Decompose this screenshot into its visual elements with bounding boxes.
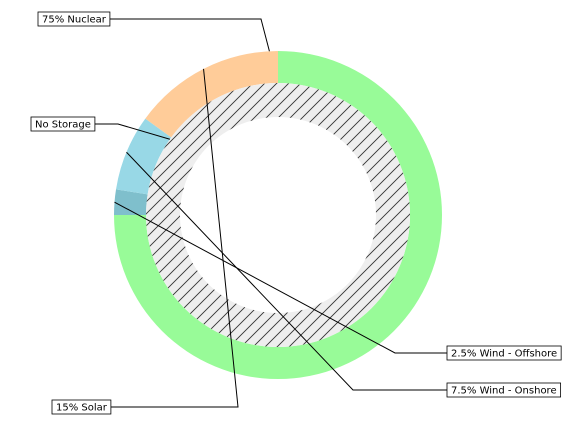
outer-slice-7-5-wind-onshore: [116, 118, 172, 195]
leader-line-75-nuclear: [109, 18, 270, 52]
slice-labels: 75% Nuclear 2.5% Wind - Offshore 7.5% Wind…: [30, 11, 562, 415]
label-2-5-wind-offshore: 2.5% Wind - Offshore: [114, 201, 562, 361]
label-7-5-wind-onshore: 7.5% Wind - Onshore: [126, 151, 562, 398]
outer-slice-15-solar: [145, 50, 278, 138]
leader-line-2-5-wind-offshore: [114, 201, 447, 354]
label-box-7-5-wind-onshore: [446, 382, 562, 398]
leader-line-15-solar: [110, 68, 239, 408]
label-text-2-5-wind-offshore: 2.5% Wind - Offshore: [451, 349, 557, 360]
outer-ring: [114, 50, 442, 379]
label-text-15-solar: 15% Solar: [56, 403, 108, 414]
leader-line-7-5-wind-onshore: [126, 151, 447, 391]
label-text-75-nuclear: 75% Nuclear: [42, 15, 107, 26]
label-75-nuclear: 75% Nuclear: [37, 11, 270, 52]
label-text-no-storage: No Storage: [35, 120, 91, 131]
outer-slice-2-5-wind-offshore: [114, 189, 148, 215]
label-box-2-5-wind-offshore: [446, 345, 562, 361]
label-box-75-nuclear: [37, 11, 111, 27]
label-no-storage: No Storage: [30, 116, 171, 140]
label-box-no-storage: [30, 116, 96, 132]
label-text-7-5-wind-onshore: 7.5% Wind - Onshore: [451, 386, 557, 397]
label-box-15-solar: [51, 399, 112, 415]
label-15-solar: 15% Solar: [51, 68, 239, 415]
leader-line-no-storage: [94, 123, 171, 140]
